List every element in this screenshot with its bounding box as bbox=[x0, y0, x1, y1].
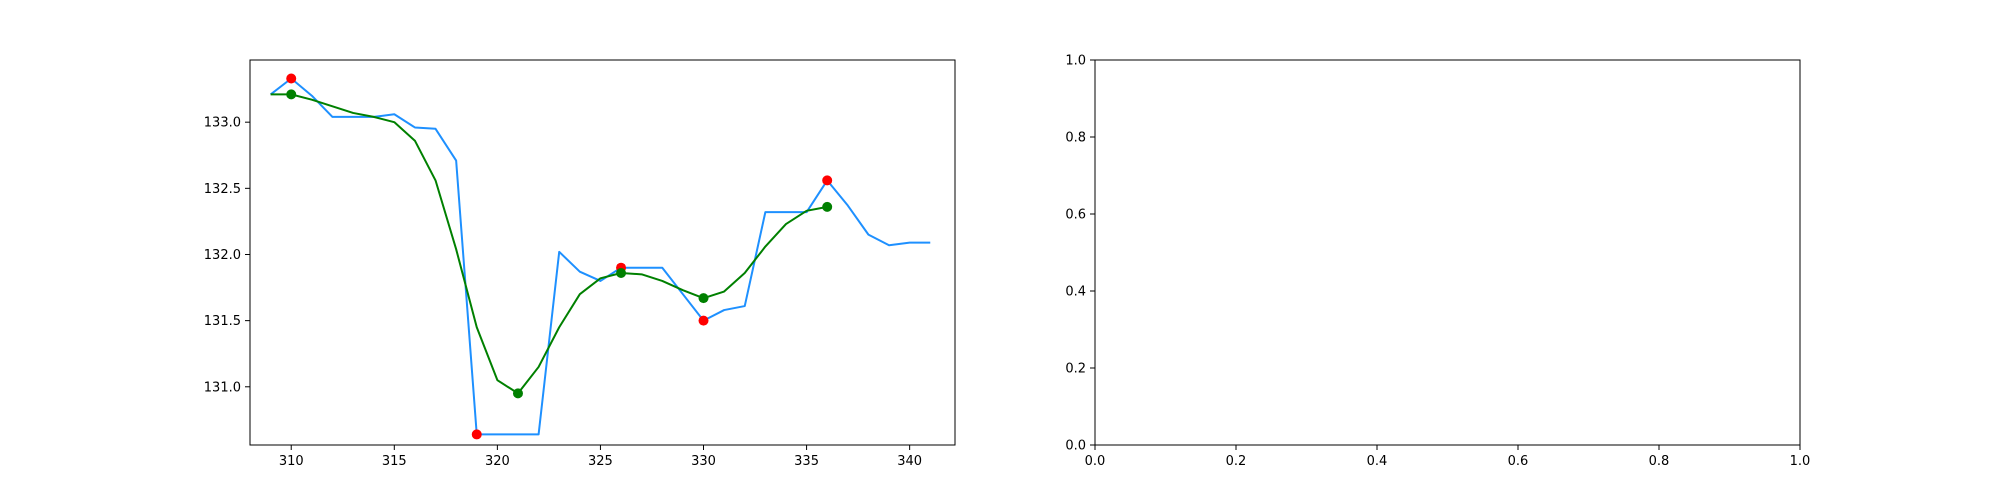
marker-1-point bbox=[286, 73, 297, 84]
y-tick-label: 0.6 bbox=[1065, 208, 1086, 223]
x-tick-label: 330 bbox=[691, 454, 716, 469]
y-tick-label: 0.0 bbox=[1065, 439, 1086, 454]
y-tick-label: 132.0 bbox=[204, 248, 241, 263]
y-tick-label: 0.8 bbox=[1065, 131, 1086, 146]
x-tick-label: 335 bbox=[794, 454, 819, 469]
x-tick-label: 320 bbox=[485, 454, 510, 469]
marker-2-point bbox=[822, 201, 833, 212]
x-tick-label: 0.0 bbox=[1085, 454, 1106, 469]
marker-2-point bbox=[698, 293, 709, 304]
marker-2-point bbox=[616, 268, 627, 279]
y-tick-label: 133.0 bbox=[204, 116, 241, 131]
marker-2-point bbox=[512, 388, 523, 399]
y-tick-label: 1.0 bbox=[1065, 54, 1086, 69]
y-tick-label: 0.4 bbox=[1065, 285, 1086, 300]
x-tick-label: 0.8 bbox=[1649, 454, 1670, 469]
axes-frame bbox=[1094, 59, 1801, 446]
right-empty-axes: 0.0 0.2 0.4 0.6 0.8 1.0 0.0 0.2 0.4 0.6 0.8 1.0 bbox=[1065, 54, 1810, 470]
marker-1-point bbox=[822, 175, 833, 186]
x-tick-label: 325 bbox=[588, 454, 613, 469]
x-tick-label: 0.4 bbox=[1367, 454, 1388, 469]
x-tick-label: 1.0 bbox=[1790, 454, 1811, 469]
left-line-chart: 310 315 320 325 330 335 340 131.0 131.5 132.0 132.… bbox=[204, 59, 956, 469]
marker-2-point bbox=[286, 89, 297, 100]
x-tick-label: 0.6 bbox=[1508, 454, 1529, 469]
series-line-1 bbox=[269, 77, 931, 436]
marker-1-point bbox=[471, 429, 482, 440]
series-line-2 bbox=[270, 93, 828, 395]
y-tick-label: 131.0 bbox=[204, 380, 241, 395]
marker-1-point bbox=[698, 315, 709, 326]
axes-frame bbox=[249, 59, 956, 446]
y-tick-label: 131.5 bbox=[204, 314, 241, 329]
x-tick-label: 310 bbox=[279, 454, 304, 469]
y-tick-label: 0.2 bbox=[1065, 362, 1086, 377]
x-tick-label: 0.2 bbox=[1226, 454, 1247, 469]
x-tick-label: 315 bbox=[382, 454, 407, 469]
y-tick-label: 132.5 bbox=[204, 182, 241, 197]
x-tick-label: 340 bbox=[897, 454, 922, 469]
